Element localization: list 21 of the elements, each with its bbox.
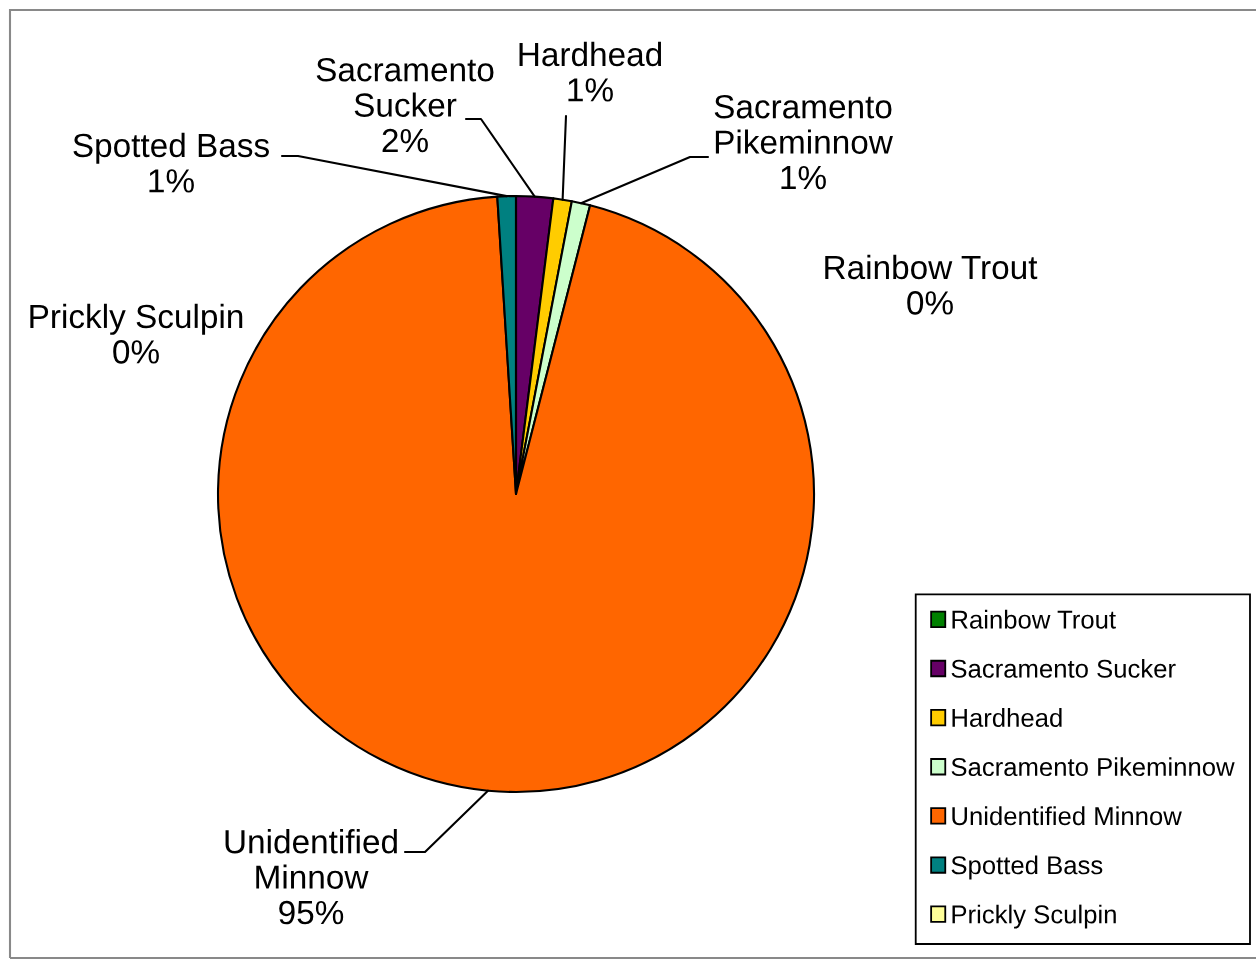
slice-label: Spotted Bass — [73, 132, 269, 164]
data-label: 95% — [279, 900, 344, 925]
legend-label: Unidentified Minnow — [952, 806, 1182, 826]
slice-label: Unidentified Minnow — [225, 829, 397, 889]
legend-label: Prickly Sculpin — [952, 904, 1116, 929]
category-label: Rainbow Trout — [825, 254, 1038, 280]
data-label: 1% — [149, 169, 194, 193]
slice-label: Hardhead — [519, 41, 662, 67]
data-label: 1% — [568, 78, 613, 102]
slice-label: Sacramento Sucker — [316, 57, 494, 117]
data-label: 2% — [382, 128, 428, 153]
legend-label: Hardhead — [952, 708, 1062, 727]
legend-label: Sacramento Sucker — [951, 658, 1176, 678]
legend-label: Spotted Bass — [951, 855, 1103, 880]
category-label: Prickly Sculpin — [30, 303, 243, 335]
slice-label: Sacramento Pikeminnow — [714, 94, 893, 154]
legend-label: Rainbow Trout — [952, 609, 1116, 629]
text: 0% — [907, 291, 953, 315]
data-label: 1% — [781, 165, 826, 190]
text: 0% — [113, 340, 159, 364]
legend-label: Sacramento Pikeminnow — [951, 757, 1235, 777]
